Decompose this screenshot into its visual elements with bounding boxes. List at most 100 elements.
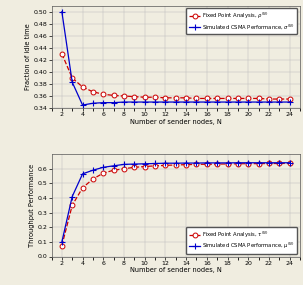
Simulated CSMA Performance, $\mu^{(N)}$: [226, 161, 229, 165]
Simulated CSMA Performance, $\mu^{(N)}$: [132, 162, 136, 166]
Simulated CSMA Performance, $\sigma^{(N)}$: [122, 100, 126, 104]
Simulated CSMA Performance, $\mu^{(N)}$: [278, 161, 281, 164]
Fixed Point Analysis, $\tau^{(N)}$: [246, 162, 250, 165]
Fixed Point Analysis, $\tau^{(N)}$: [226, 162, 229, 166]
Y-axis label: Throughput Performance: Throughput Performance: [29, 164, 35, 247]
Simulated CSMA Performance, $\mu^{(N)}$: [164, 162, 167, 165]
Simulated CSMA Performance, $\sigma^{(N)}$: [267, 100, 271, 104]
Fixed Point Analysis, $\rho^{(N)}$: [60, 52, 64, 56]
X-axis label: Number of sender nodes, N: Number of sender nodes, N: [130, 267, 221, 273]
Fixed Point Analysis, $\tau^{(N)}$: [91, 177, 95, 181]
Fixed Point Analysis, $\tau^{(N)}$: [122, 167, 126, 170]
Simulated CSMA Performance, $\sigma^{(N)}$: [246, 100, 250, 104]
Legend: Fixed Point Analysis, $\rho^{(N)}$, Simulated CSMA Performance, $\sigma^{(N)}$: Fixed Point Analysis, $\rho^{(N)}$, Simu…: [186, 8, 297, 34]
Simulated CSMA Performance, $\sigma^{(N)}$: [278, 100, 281, 104]
Fixed Point Analysis, $\tau^{(N)}$: [174, 163, 178, 167]
Simulated CSMA Performance, $\sigma^{(N)}$: [215, 100, 219, 104]
Simulated CSMA Performance, $\sigma^{(N)}$: [102, 101, 105, 104]
Fixed Point Analysis, $\rho^{(N)}$: [153, 95, 157, 99]
Simulated CSMA Performance, $\mu^{(N)}$: [246, 161, 250, 164]
Simulated CSMA Performance, $\mu^{(N)}$: [236, 161, 240, 164]
Simulated CSMA Performance, $\mu^{(N)}$: [205, 161, 208, 165]
Fixed Point Analysis, $\tau^{(N)}$: [70, 203, 74, 207]
Fixed Point Analysis, $\rho^{(N)}$: [184, 96, 188, 99]
Fixed Point Analysis, $\tau^{(N)}$: [267, 162, 271, 165]
Simulated CSMA Performance, $\sigma^{(N)}$: [91, 101, 95, 105]
Simulated CSMA Performance, $\sigma^{(N)}$: [70, 80, 74, 84]
Fixed Point Analysis, $\rho^{(N)}$: [122, 94, 126, 98]
Simulated CSMA Performance, $\sigma^{(N)}$: [143, 100, 147, 104]
Simulated CSMA Performance, $\sigma^{(N)}$: [195, 100, 198, 104]
Fixed Point Analysis, $\tau^{(N)}$: [236, 162, 240, 166]
Simulated CSMA Performance, $\sigma^{(N)}$: [184, 100, 188, 104]
Fixed Point Analysis, $\tau^{(N)}$: [132, 166, 136, 169]
Fixed Point Analysis, $\tau^{(N)}$: [81, 186, 84, 190]
Line: Fixed Point Analysis, $\tau^{(N)}$: Fixed Point Analysis, $\tau^{(N)}$: [59, 161, 292, 248]
Simulated CSMA Performance, $\mu^{(N)}$: [288, 161, 291, 164]
Simulated CSMA Performance, $\sigma^{(N)}$: [174, 100, 178, 104]
Fixed Point Analysis, $\rho^{(N)}$: [267, 97, 271, 101]
Simulated CSMA Performance, $\sigma^{(N)}$: [205, 100, 208, 104]
Fixed Point Analysis, $\tau^{(N)}$: [195, 163, 198, 166]
Simulated CSMA Performance, $\mu^{(N)}$: [195, 161, 198, 165]
Fixed Point Analysis, $\rho^{(N)}$: [257, 97, 260, 100]
Fixed Point Analysis, $\rho^{(N)}$: [132, 95, 136, 98]
Fixed Point Analysis, $\rho^{(N)}$: [70, 76, 74, 80]
Line: Simulated CSMA Performance, $\sigma^{(N)}$: Simulated CSMA Performance, $\sigma^{(N)…: [59, 9, 293, 108]
Fixed Point Analysis, $\tau^{(N)}$: [164, 164, 167, 167]
Simulated CSMA Performance, $\sigma^{(N)}$: [236, 100, 240, 104]
Line: Simulated CSMA Performance, $\mu^{(N)}$: Simulated CSMA Performance, $\mu^{(N)}$: [59, 160, 293, 245]
Fixed Point Analysis, $\tau^{(N)}$: [288, 162, 291, 165]
Legend: Fixed Point Analysis, $\tau^{(N)}$, Simulated CSMA Performance, $\mu^{(N)}$: Fixed Point Analysis, $\tau^{(N)}$, Simu…: [186, 227, 297, 254]
Line: Fixed Point Analysis, $\rho^{(N)}$: Fixed Point Analysis, $\rho^{(N)}$: [59, 51, 292, 101]
Fixed Point Analysis, $\tau^{(N)}$: [205, 162, 208, 166]
Simulated CSMA Performance, $\mu^{(N)}$: [60, 240, 64, 244]
Simulated CSMA Performance, $\mu^{(N)}$: [102, 166, 105, 169]
Simulated CSMA Performance, $\sigma^{(N)}$: [226, 100, 229, 104]
Fixed Point Analysis, $\tau^{(N)}$: [184, 163, 188, 166]
Fixed Point Analysis, $\rho^{(N)}$: [236, 97, 240, 100]
Simulated CSMA Performance, $\mu^{(N)}$: [215, 161, 219, 165]
Fixed Point Analysis, $\tau^{(N)}$: [102, 172, 105, 175]
Fixed Point Analysis, $\tau^{(N)}$: [143, 165, 147, 168]
Fixed Point Analysis, $\tau^{(N)}$: [153, 164, 157, 168]
Fixed Point Analysis, $\rho^{(N)}$: [226, 97, 229, 100]
Fixed Point Analysis, $\rho^{(N)}$: [112, 94, 115, 97]
Fixed Point Analysis, $\tau^{(N)}$: [60, 244, 64, 247]
Fixed Point Analysis, $\rho^{(N)}$: [288, 97, 291, 101]
Fixed Point Analysis, $\tau^{(N)}$: [215, 162, 219, 166]
Fixed Point Analysis, $\rho^{(N)}$: [81, 85, 84, 89]
Simulated CSMA Performance, $\mu^{(N)}$: [122, 163, 126, 166]
Simulated CSMA Performance, $\mu^{(N)}$: [184, 161, 188, 165]
Simulated CSMA Performance, $\sigma^{(N)}$: [153, 100, 157, 104]
Simulated CSMA Performance, $\sigma^{(N)}$: [288, 100, 291, 104]
Simulated CSMA Performance, $\sigma^{(N)}$: [257, 100, 260, 104]
Simulated CSMA Performance, $\sigma^{(N)}$: [60, 10, 64, 13]
Fixed Point Analysis, $\tau^{(N)}$: [257, 162, 260, 165]
Fixed Point Analysis, $\rho^{(N)}$: [195, 97, 198, 100]
Simulated CSMA Performance, $\mu^{(N)}$: [257, 161, 260, 164]
Fixed Point Analysis, $\rho^{(N)}$: [215, 97, 219, 100]
Y-axis label: Fraction of idle time: Fraction of idle time: [25, 23, 31, 90]
Simulated CSMA Performance, $\sigma^{(N)}$: [164, 100, 167, 104]
Fixed Point Analysis, $\tau^{(N)}$: [278, 162, 281, 165]
Fixed Point Analysis, $\rho^{(N)}$: [164, 96, 167, 99]
Simulated CSMA Performance, $\mu^{(N)}$: [70, 195, 74, 198]
Simulated CSMA Performance, $\sigma^{(N)}$: [81, 103, 84, 107]
X-axis label: Number of sender nodes, N: Number of sender nodes, N: [130, 119, 221, 125]
Fixed Point Analysis, $\tau^{(N)}$: [112, 168, 115, 172]
Fixed Point Analysis, $\rho^{(N)}$: [278, 97, 281, 101]
Fixed Point Analysis, $\rho^{(N)}$: [91, 90, 95, 93]
Simulated CSMA Performance, $\mu^{(N)}$: [81, 172, 84, 176]
Simulated CSMA Performance, $\mu^{(N)}$: [153, 162, 157, 165]
Fixed Point Analysis, $\rho^{(N)}$: [102, 93, 105, 96]
Simulated CSMA Performance, $\sigma^{(N)}$: [112, 101, 115, 104]
Fixed Point Analysis, $\rho^{(N)}$: [246, 97, 250, 100]
Fixed Point Analysis, $\rho^{(N)}$: [205, 97, 208, 100]
Fixed Point Analysis, $\rho^{(N)}$: [143, 95, 147, 99]
Fixed Point Analysis, $\rho^{(N)}$: [174, 96, 178, 99]
Simulated CSMA Performance, $\mu^{(N)}$: [267, 161, 271, 164]
Simulated CSMA Performance, $\mu^{(N)}$: [112, 164, 115, 168]
Simulated CSMA Performance, $\mu^{(N)}$: [174, 162, 178, 165]
Simulated CSMA Performance, $\mu^{(N)}$: [91, 168, 95, 172]
